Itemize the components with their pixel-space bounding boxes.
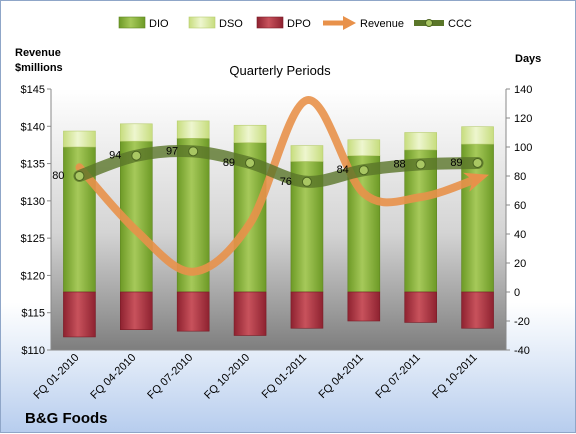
- x-tick-label: FQ 04-2010: [88, 352, 138, 402]
- dpo-bar: [290, 291, 324, 329]
- brand-label: B&G Foods: [25, 410, 108, 427]
- ccc-point: [188, 146, 199, 157]
- y-right-tick-label: 40: [514, 229, 526, 241]
- legend-ccc-marker: [425, 19, 433, 27]
- y-left-tick-label: $140: [21, 121, 45, 133]
- x-tick-label: FQ 04-2011: [317, 352, 366, 401]
- ccc-data-label: 94: [109, 150, 121, 162]
- y-right-tick-label: -40: [514, 345, 530, 357]
- y-right-tick-label: 0: [514, 287, 520, 299]
- y-left-tick-label: $110: [21, 345, 45, 357]
- dpo-bar: [233, 291, 267, 336]
- x-tick-label: FQ 07-2010: [145, 352, 195, 402]
- x-tick-label: FQ 01-2010: [32, 352, 82, 402]
- dpo-bar: [63, 291, 96, 338]
- ccc-point: [301, 176, 312, 187]
- legend-label: DIO: [149, 18, 169, 30]
- dso-bar: [120, 123, 153, 142]
- ccc-data-label: 97: [166, 145, 178, 157]
- dso-bar: [63, 130, 96, 148]
- dio-bar: [404, 149, 437, 293]
- ccc-data-label: 80: [52, 170, 64, 182]
- x-tick-label: FQ 10-2011: [430, 352, 479, 401]
- chart-title: Quarterly Periods: [229, 63, 331, 78]
- x-axis-ticks: FQ 01-2010 FQ 04-2010 FQ 07-2010 FQ 10-2010…: [32, 352, 480, 402]
- legend-swatch-dso: [188, 16, 216, 29]
- y-left-tick-label: $125: [21, 233, 45, 245]
- legend-label: CCC: [448, 18, 472, 30]
- y-right-tick-label: -20: [514, 316, 530, 328]
- ccc-point: [358, 165, 369, 176]
- ccc-point: [131, 150, 142, 161]
- y-axis-left-title: Revenue: [15, 47, 61, 59]
- ccc-point: [415, 159, 426, 170]
- x-tick-label: FQ 01-2011: [260, 352, 309, 401]
- legend-label: DSO: [219, 18, 243, 30]
- y-axis-right-ticks: -40 -20 0 20 40 60 80 100 120 140: [506, 84, 532, 357]
- y-right-tick-label: 120: [514, 113, 532, 125]
- x-tick-label: FQ 07-2011: [373, 352, 422, 401]
- ccc-point: [245, 157, 256, 168]
- y-right-tick-label: 140: [514, 84, 532, 96]
- dpo-bar: [461, 291, 494, 329]
- ccc-series: 80 94 97 89 76 84 88 89: [52, 144, 484, 188]
- ccc-data-label: 89: [223, 157, 235, 169]
- y-axis-right-title: Days: [515, 53, 541, 65]
- dpo-bar: [404, 291, 437, 323]
- dso-bar: [233, 124, 267, 143]
- dso-bar: [347, 139, 381, 156]
- revenue-line: [75, 96, 489, 276]
- legend-arrow-head: [343, 16, 356, 30]
- ccc-point: [472, 157, 483, 168]
- y-right-tick-label: 20: [514, 258, 526, 270]
- ccc-data-label: 84: [337, 164, 349, 176]
- ccc-data-label: 88: [393, 158, 405, 170]
- revenue-series: [75, 96, 489, 276]
- y-left-tick-label: $120: [21, 270, 45, 282]
- legend-label: Revenue: [360, 18, 404, 30]
- legend: DIO DSO DPO Revenue CCC: [118, 16, 472, 30]
- y-left-tick-label: $135: [21, 159, 45, 171]
- y-right-tick-label: 100: [514, 142, 532, 154]
- y-right-tick-label: 60: [514, 200, 526, 212]
- y-axis-left-title-line2: $millions: [15, 62, 63, 74]
- dpo-bar: [120, 291, 153, 331]
- ccc-data-label: 76: [280, 176, 292, 188]
- ccc-point: [74, 171, 85, 181]
- y-right-tick-label: 80: [514, 171, 526, 183]
- legend-swatch-dio: [118, 16, 146, 29]
- y-left-tick-label: $115: [21, 308, 45, 320]
- dpo-bar: [176, 291, 210, 332]
- legend-swatch-dpo: [256, 16, 284, 29]
- dso-bar: [461, 126, 494, 145]
- y-axis-left-ticks: $110 $115 $120 $125 $130 $135 $140 $145: [21, 84, 51, 357]
- dso-bar: [176, 120, 210, 139]
- dpo-bar: [347, 291, 381, 322]
- y-left-tick-label: $145: [21, 84, 45, 96]
- y-left-tick-label: $130: [21, 196, 45, 208]
- x-tick-label: FQ 10-2010: [202, 352, 252, 402]
- ccc-data-label: 89: [450, 157, 462, 169]
- dso-bar: [404, 132, 437, 151]
- legend-label: DPO: [287, 18, 311, 30]
- plot-area: [51, 89, 506, 350]
- dso-bar: [290, 145, 324, 162]
